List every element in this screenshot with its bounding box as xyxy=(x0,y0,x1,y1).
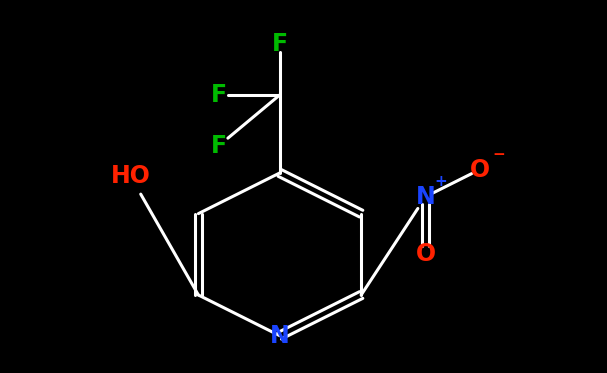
Text: N: N xyxy=(416,185,435,209)
Text: O: O xyxy=(470,157,490,182)
Text: HO: HO xyxy=(110,164,151,188)
Text: +: + xyxy=(434,174,447,189)
Text: F: F xyxy=(211,134,227,158)
Text: −: − xyxy=(492,147,505,162)
Text: N: N xyxy=(270,324,290,348)
Text: O: O xyxy=(416,242,436,266)
Text: F: F xyxy=(211,83,227,107)
Text: F: F xyxy=(272,32,288,56)
